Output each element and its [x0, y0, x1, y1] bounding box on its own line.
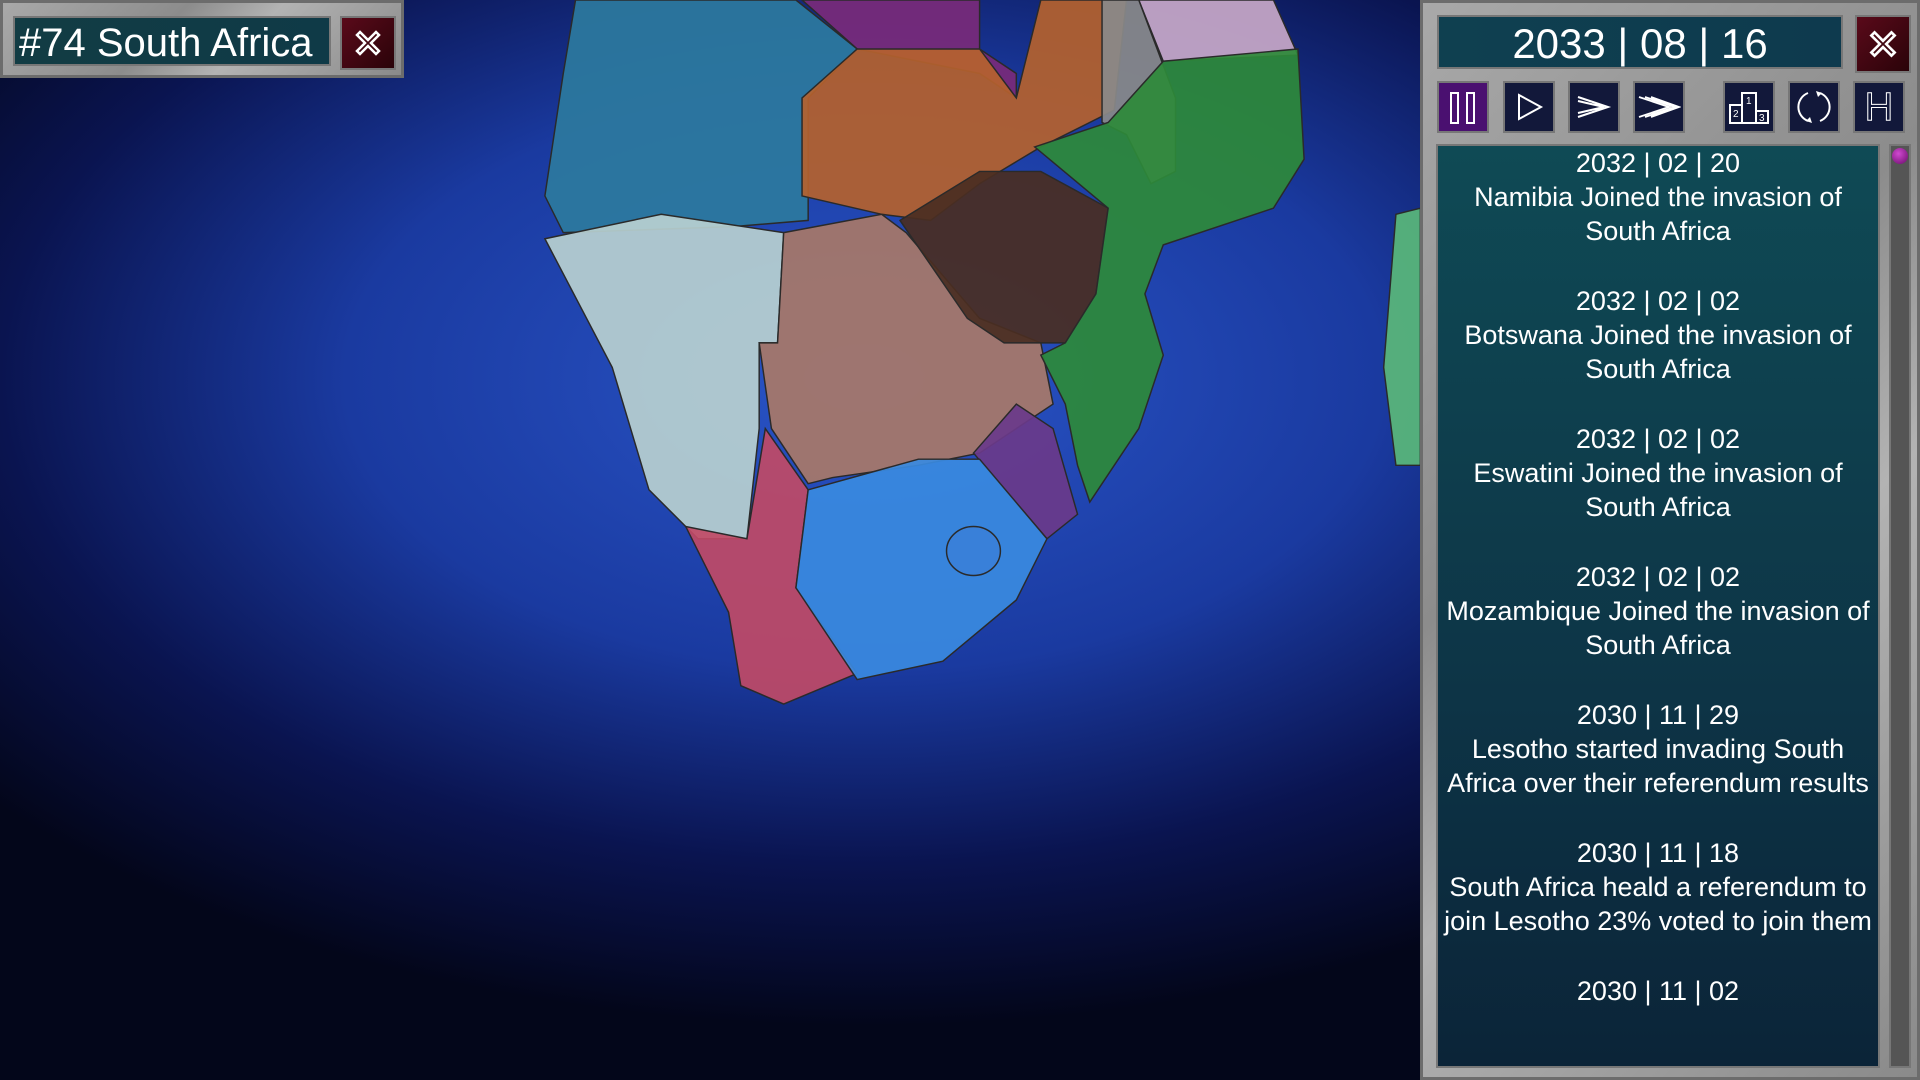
date-display: 2033 | 08 | 16 — [1437, 15, 1843, 69]
podium-label-3: 3 — [1759, 113, 1765, 124]
event-date: 2032 | 02 | 02 — [1575, 424, 1741, 454]
event-entry: 2032 | 02 | 02 Mozambique Joined the inva… — [1444, 560, 1872, 662]
podium-label-2: 2 — [1733, 109, 1739, 120]
close-country-button[interactable] — [340, 16, 396, 70]
fast-forward-icon — [1577, 96, 1612, 118]
region-south-africa-enclave[interactable] — [945, 525, 1002, 577]
event-text: Botswana Joined the invasion of South Af… — [1464, 320, 1852, 384]
event-text: Eswatini Joined the invasion of South Af… — [1473, 458, 1843, 522]
fast-forward-button[interactable] — [1568, 81, 1620, 133]
event-entry: 2032 | 02 | 20 Namibia Joined the invasio… — [1444, 146, 1872, 248]
close-x-icon — [355, 30, 381, 56]
help-button[interactable]: H — [1853, 81, 1905, 133]
fastest-forward-button[interactable] — [1633, 81, 1685, 133]
event-date: 2030 | 11 | 02 — [1576, 976, 1740, 1006]
podium-label-1: 1 — [1746, 96, 1752, 107]
event-date: 2032 | 02 | 02 — [1575, 286, 1741, 316]
event-text: Mozambique Joined the invasion of South … — [1446, 596, 1870, 660]
region-madagascar[interactable] — [1382, 207, 1422, 467]
h-icon: H — [1864, 84, 1894, 129]
refresh-icon — [1797, 91, 1831, 123]
close-x-icon — [1869, 30, 1897, 58]
country-title: #74 South Africa — [13, 16, 331, 66]
event-entry: 2032 | 02 | 02 Botswana Joined the invasi… — [1444, 284, 1872, 386]
event-date: 2030 | 11 | 29 — [1576, 700, 1740, 730]
event-entry: 2030 | 11 | 18 South Africa heald a refer… — [1444, 836, 1872, 938]
country-panel: #74 South Africa — [0, 0, 404, 78]
pause-icon — [1450, 92, 1475, 124]
region-mozambique[interactable] — [1033, 48, 1305, 504]
pause-button[interactable] — [1437, 81, 1489, 133]
play-button[interactable] — [1503, 81, 1555, 133]
event-entry: 2030 | 11 | 29 Lesotho started invading S… — [1444, 698, 1872, 800]
region-angola[interactable] — [544, 0, 859, 234]
region-namibia[interactable] — [543, 213, 785, 540]
event-date: 2030 | 11 | 18 — [1576, 838, 1740, 868]
region-lesotho[interactable] — [795, 458, 1048, 681]
refresh-button[interactable] — [1788, 81, 1840, 133]
podium-icon: 12 3 — [1729, 92, 1769, 124]
event-entry: 2030 | 11 | 02 — [1444, 974, 1872, 1008]
event-text: Lesotho started invading South Africa ov… — [1447, 734, 1869, 798]
fastest-forward-icon — [1638, 96, 1681, 118]
event-date: 2032 | 02 | 02 — [1575, 562, 1741, 592]
event-log[interactable]: 2032 | 02 | 20 Namibia Joined the invasio… — [1436, 144, 1880, 1068]
scrollbar-thumb[interactable] — [1892, 148, 1908, 164]
event-text: Namibia Joined the invasion of South Afr… — [1474, 182, 1842, 246]
event-log-scrollbar[interactable] — [1889, 144, 1911, 1068]
play-icon — [1518, 93, 1544, 121]
close-panel-button[interactable] — [1855, 15, 1911, 73]
event-entry: 2032 | 02 | 02 Eswatini Joined the invasi… — [1444, 422, 1872, 524]
event-text: South Africa heald a referendum to join … — [1444, 872, 1872, 936]
event-date: 2032 | 02 | 20 — [1575, 148, 1741, 178]
